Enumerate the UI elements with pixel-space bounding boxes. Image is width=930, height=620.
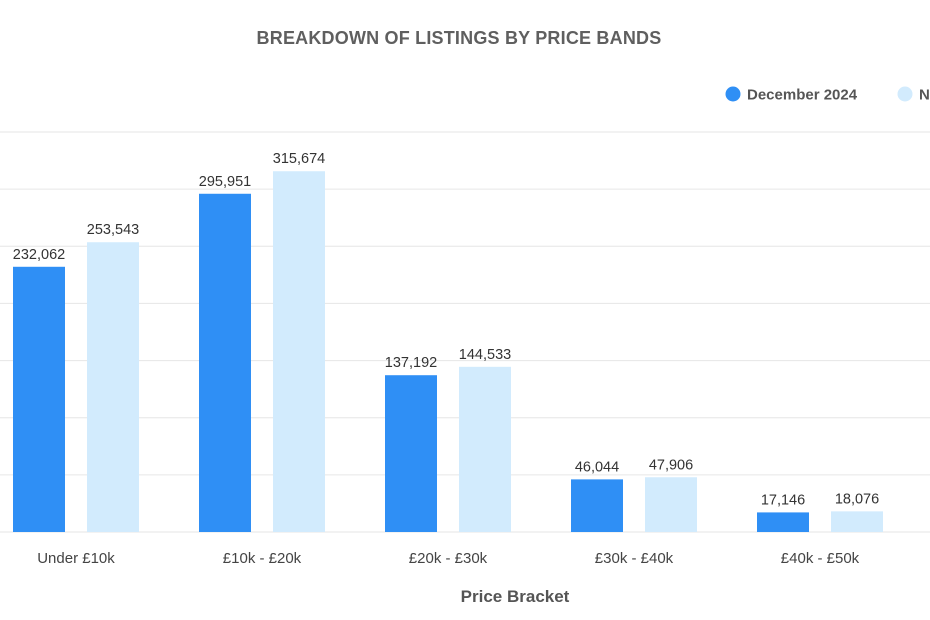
legend-marker bbox=[725, 86, 741, 102]
x-tick-label: £40k - £50k bbox=[781, 550, 860, 567]
bars bbox=[13, 171, 883, 533]
legend: December 2024 N bbox=[725, 86, 930, 104]
bar-1-3 bbox=[385, 375, 437, 532]
x-tick-label: Under £10k bbox=[37, 550, 115, 567]
chart-title: BREAKDOWN OF LISTINGS BY PRICE BANDS bbox=[257, 28, 662, 48]
bar-1-4 bbox=[571, 479, 623, 532]
bar-1-2 bbox=[199, 193, 251, 533]
bar-2-2 bbox=[273, 171, 325, 532]
data-label: 17,146 bbox=[761, 492, 805, 508]
legend-label: N bbox=[919, 87, 930, 104]
x-tick-label: £10k - £20k bbox=[223, 550, 302, 567]
data-label: 232,062 bbox=[13, 247, 65, 263]
bar-2-4 bbox=[645, 477, 697, 532]
data-label: 46,044 bbox=[575, 459, 619, 475]
data-label: 295,951 bbox=[199, 174, 251, 190]
data-label: 253,543 bbox=[87, 222, 139, 238]
bar-2-5 bbox=[831, 511, 883, 532]
bar-1-1 bbox=[13, 266, 65, 532]
legend-label: December 2024 bbox=[747, 87, 858, 104]
data-label: 47,906 bbox=[649, 457, 693, 473]
legend-marker bbox=[897, 86, 913, 102]
x-tick-labels: Under £10k £10k - £20k £20k - £30k £30k - £… bbox=[37, 550, 859, 567]
data-label: 18,076 bbox=[835, 491, 879, 507]
bar-2-3 bbox=[459, 366, 511, 532]
data-label: 137,192 bbox=[385, 355, 437, 371]
bar-2-1 bbox=[87, 242, 139, 532]
x-axis-title: Price Bracket bbox=[461, 587, 570, 606]
x-tick-label: £30k - £40k bbox=[595, 550, 674, 567]
x-tick-label: £20k - £30k bbox=[409, 550, 488, 567]
bar-1-5 bbox=[757, 512, 809, 532]
data-labels: 232,062295,951137,19246,04417,14623253,5… bbox=[13, 151, 879, 508]
data-label: 315,674 bbox=[273, 151, 325, 167]
data-label: 144,533 bbox=[459, 347, 511, 363]
